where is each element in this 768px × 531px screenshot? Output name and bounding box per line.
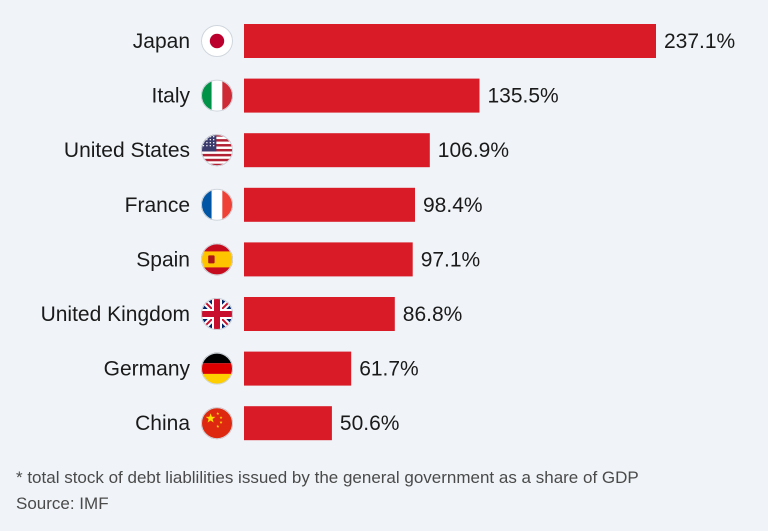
italy-flag-icon: [201, 79, 233, 112]
footnote-note: * total stock of debt liablilities issue…: [16, 468, 639, 487]
china-flag-icon: [201, 407, 233, 440]
bar: [244, 133, 430, 168]
value-label: 98.4%: [423, 194, 483, 217]
united-kingdom-flag-icon: [201, 298, 233, 330]
category-label: France: [125, 194, 190, 217]
category-label: Italy: [151, 85, 190, 108]
value-label: 61.7%: [359, 358, 419, 381]
germany-flag-icon: [201, 352, 233, 385]
value-label: 86.8%: [403, 303, 463, 326]
value-label: 50.6%: [340, 412, 400, 435]
bar: [244, 78, 480, 113]
footnote-source: Source: IMF: [16, 494, 109, 513]
bar: [244, 187, 415, 222]
value-label: 237.1%: [664, 30, 735, 53]
category-label: Japan: [133, 30, 190, 53]
bar: [244, 242, 413, 277]
japan-flag-icon: [201, 25, 233, 57]
united-states-flag-icon: [201, 134, 233, 167]
bar: [244, 351, 352, 386]
category-label: Spain: [136, 248, 190, 271]
bar: [244, 406, 332, 441]
bar: [244, 297, 395, 331]
category-label: United Kingdom: [41, 303, 190, 326]
category-label: China: [135, 412, 190, 435]
bar: [244, 24, 656, 58]
value-label: 135.5%: [488, 85, 559, 108]
france-flag-icon: [201, 188, 233, 221]
category-label: United States: [64, 139, 190, 162]
category-label: Germany: [104, 358, 191, 381]
bar-chart: Japan 237.1% Italy 135.5% United States 106.9…: [41, 24, 735, 441]
value-label: 97.1%: [421, 248, 481, 271]
spain-flag-icon: [201, 243, 233, 276]
value-label: 106.9%: [438, 139, 509, 162]
